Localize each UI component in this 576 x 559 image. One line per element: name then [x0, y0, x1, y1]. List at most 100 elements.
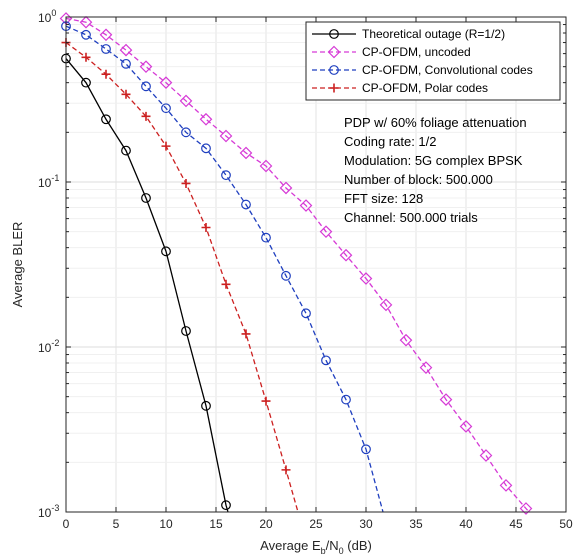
data-point	[339, 248, 353, 262]
data-point	[81, 77, 91, 88]
x-axis-label-sub2: 0	[339, 546, 344, 556]
x-tick-label: 50	[559, 517, 573, 531]
data-point	[81, 29, 91, 40]
data-point	[281, 270, 291, 281]
legend-label: CP-OFDM, Polar codes	[362, 81, 488, 95]
x-tick-label: 45	[509, 517, 523, 531]
annotation-block: PDP w/ 60% foliage attenuation Coding rat…	[344, 115, 527, 225]
y-tick-label: 10-2	[38, 338, 59, 355]
data-point	[319, 225, 333, 239]
x-tick-label: 20	[259, 517, 273, 531]
data-point	[341, 394, 351, 405]
data-point	[141, 111, 151, 121]
series-layer	[59, 12, 533, 515]
legend-box	[305, 21, 561, 101]
data-point	[221, 170, 231, 181]
data-point	[201, 222, 211, 232]
data-point	[79, 15, 93, 29]
x-tick-label: 25	[309, 517, 323, 531]
data-point	[359, 272, 373, 285]
data-point	[241, 199, 251, 210]
data-point	[279, 181, 293, 195]
x-tick-label: 35	[409, 517, 423, 531]
data-point	[479, 449, 493, 462]
series-line	[65, 17, 530, 513]
series-3	[61, 38, 299, 513]
data-point	[201, 400, 211, 411]
data-point	[519, 502, 533, 515]
data-point	[159, 76, 173, 90]
data-point	[139, 60, 153, 74]
legend-label: CP-OFDM, uncoded	[362, 45, 471, 59]
data-point	[439, 393, 453, 406]
x-tick-label: 30	[359, 517, 373, 531]
x-axis-label-sub1: b	[321, 546, 326, 556]
y-axis-label: Average BLER	[10, 222, 25, 308]
data-point	[261, 396, 271, 406]
data-point	[419, 361, 433, 374]
data-point	[259, 159, 273, 173]
annotation-line: FFT size: 128	[344, 191, 423, 206]
annotation-line: Coding rate: 1/2	[344, 134, 437, 149]
legend-entry: Theoretical outage (R=1/2)	[312, 27, 505, 41]
data-point	[121, 89, 131, 99]
series-0	[61, 53, 231, 513]
data-point	[459, 420, 473, 433]
x-tick-label: 40	[459, 517, 473, 531]
data-point	[379, 298, 393, 312]
legend-entry: CP-OFDM, uncoded	[312, 45, 471, 59]
data-point	[81, 52, 91, 62]
data-point	[101, 69, 111, 79]
legend: Theoretical outage (R=1/2) CP-OFDM, uncod…	[305, 21, 561, 101]
data-point	[499, 479, 513, 492]
x-axis-label-main: Average E	[260, 538, 321, 553]
data-point	[141, 193, 151, 203]
data-point	[101, 114, 111, 125]
y-tick-label: 10-1	[38, 173, 59, 190]
data-point	[121, 58, 131, 69]
data-point	[101, 44, 111, 54]
y-tick-label: 10-3	[38, 503, 59, 520]
data-point	[399, 333, 413, 347]
data-point	[327, 45, 341, 59]
data-point	[99, 28, 113, 42]
data-point	[281, 465, 291, 475]
data-point	[361, 444, 371, 455]
data-point	[221, 500, 231, 511]
data-point	[261, 232, 271, 243]
data-point	[221, 279, 231, 289]
annotation-line: Number of block: 500.000	[344, 172, 493, 187]
data-point	[181, 127, 191, 138]
data-point	[199, 112, 213, 126]
data-point	[179, 94, 193, 108]
data-point	[141, 81, 151, 92]
legend-entry: CP-OFDM, Convolutional codes	[312, 63, 533, 77]
annotation-line: PDP w/ 60% foliage attenuation	[344, 115, 527, 130]
x-tick-label: 15	[209, 517, 223, 531]
data-point	[119, 43, 133, 57]
x-tick-label: 5	[113, 517, 120, 531]
data-point	[161, 141, 171, 151]
series-1	[59, 12, 533, 515]
data-point	[219, 129, 233, 143]
x-axis-label: Average Eb/N0 (dB)	[260, 538, 372, 556]
series-2	[61, 21, 384, 513]
data-point	[181, 178, 191, 188]
annotation-line: Modulation: 5G complex BPSK	[344, 153, 523, 168]
data-point	[321, 355, 331, 366]
y-tick-label: 100	[38, 8, 56, 25]
legend-label: Theoretical outage (R=1/2)	[362, 27, 505, 41]
data-point	[201, 143, 211, 154]
x-tick-label: 0	[63, 517, 70, 531]
data-point	[329, 29, 339, 39]
data-point	[161, 103, 171, 114]
x-tick-label: 10	[159, 517, 173, 531]
data-point	[181, 326, 191, 336]
axis-ticks: 0 5 10 15 20 25 30 35 40 45 50 100 10-1 10-2 10-3	[38, 8, 573, 531]
x-axis-label-tail: (dB)	[344, 538, 372, 553]
annotation-line: Channel: 500.000 trials	[344, 210, 478, 225]
data-point	[329, 65, 339, 75]
data-point	[299, 199, 313, 212]
x-axis-label-mid: /N	[326, 538, 339, 553]
